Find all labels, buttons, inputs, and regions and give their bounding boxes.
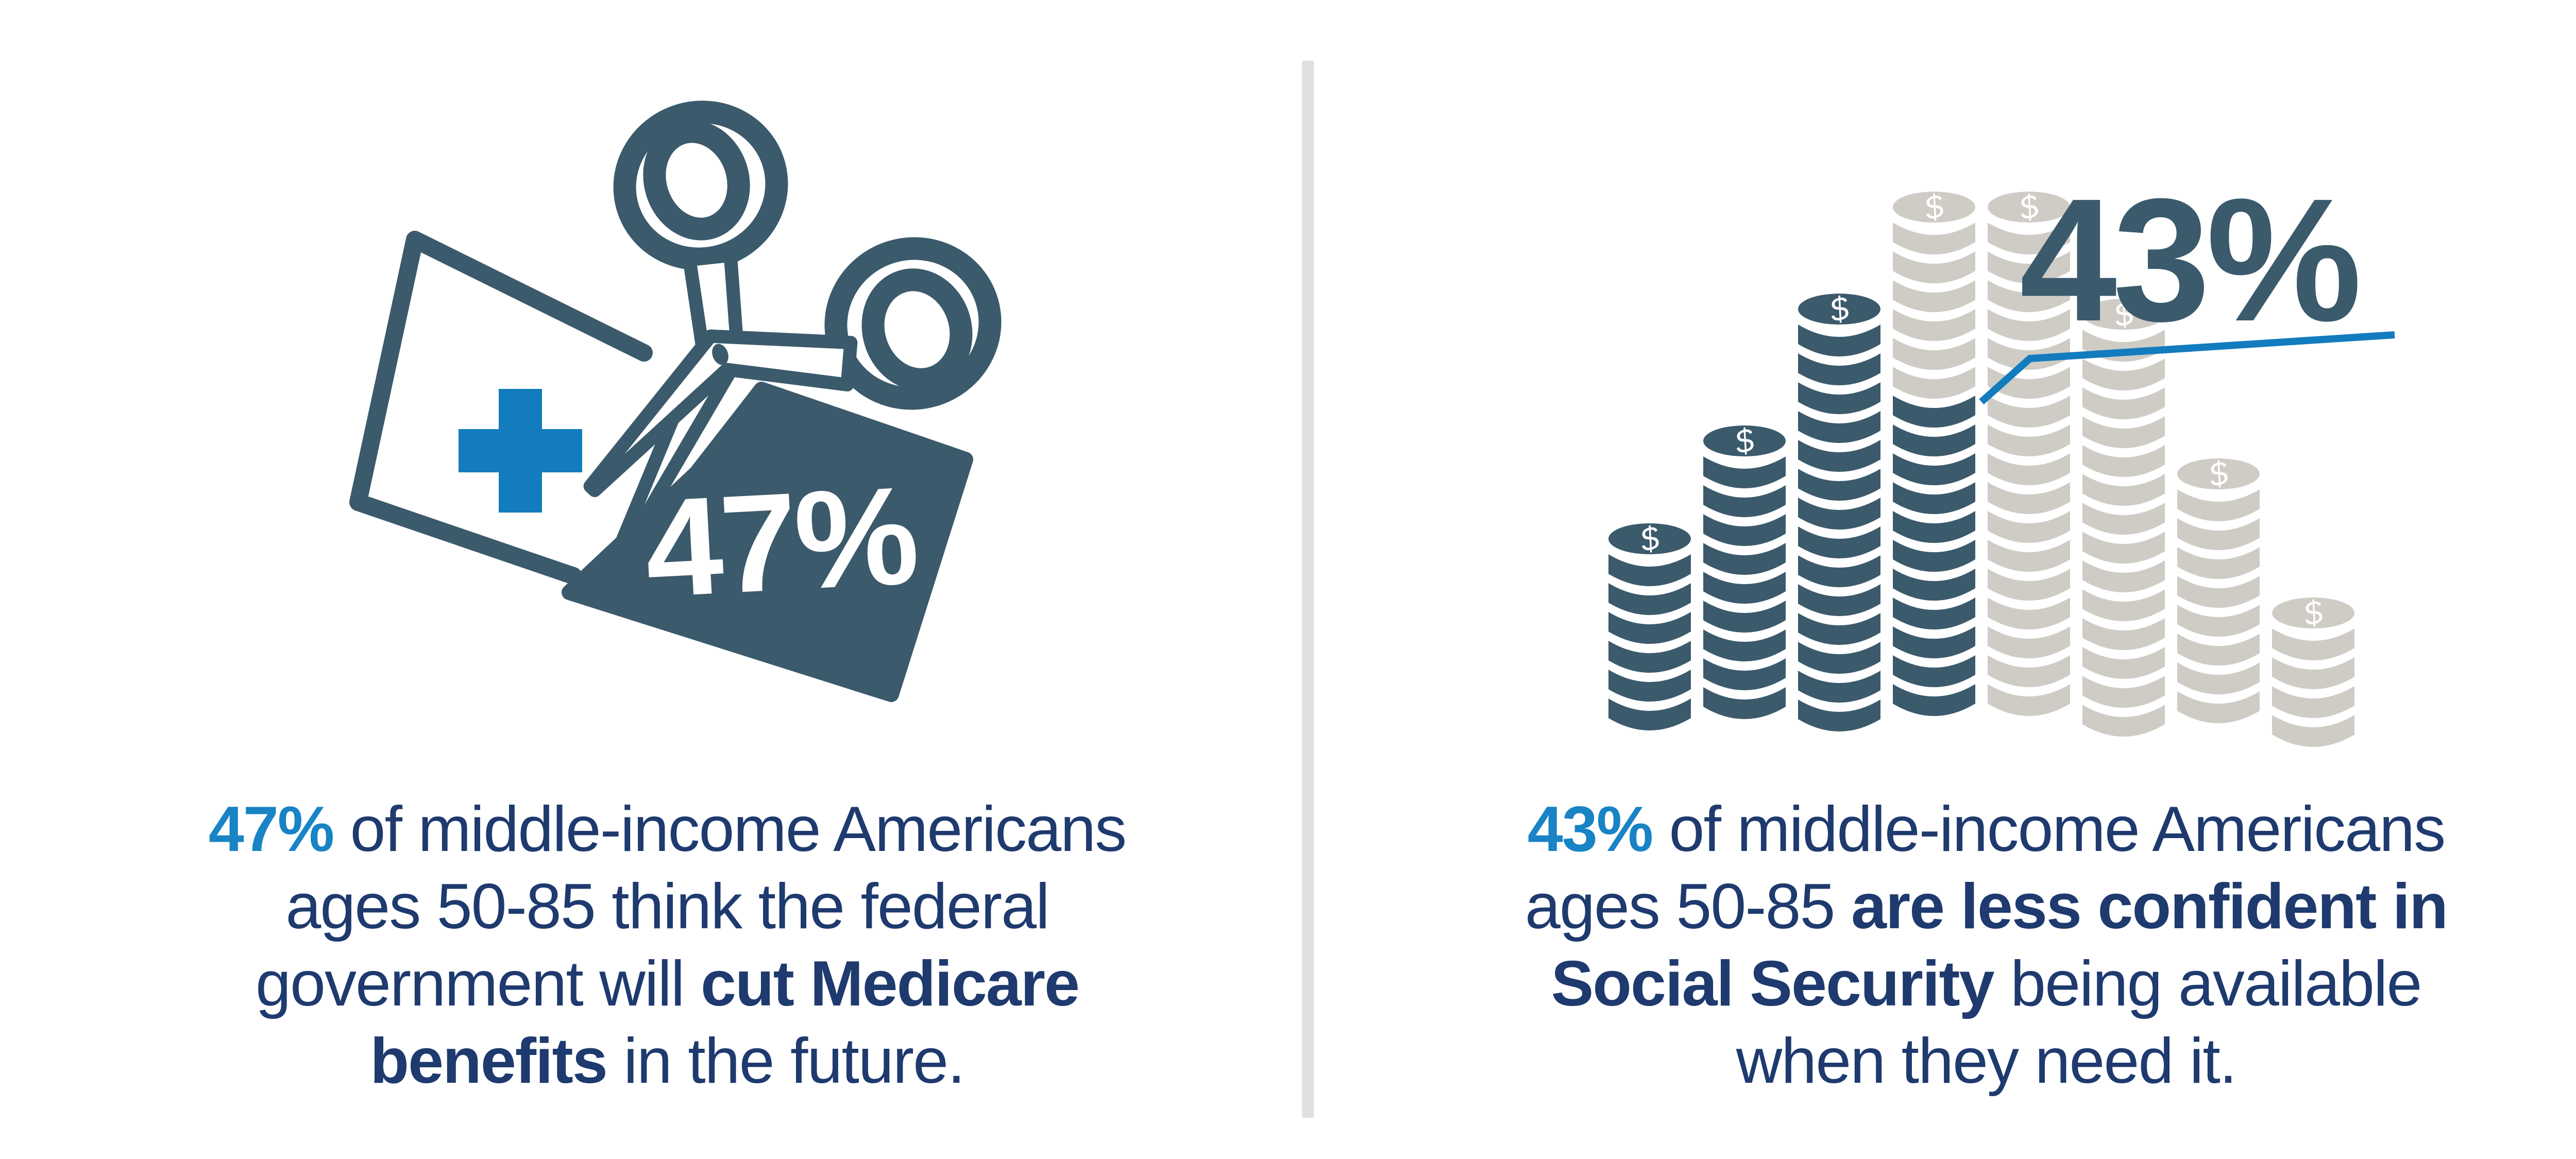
caption-line: 43% of middle-income Americans (1432, 791, 2540, 868)
threshold-percent-label: 43% (2020, 165, 2360, 358)
caption-line: benefits in the future. (113, 1022, 1221, 1100)
caption-segment: 43% (1527, 794, 1653, 865)
caption-segment: government will (256, 948, 701, 1019)
caption-segment: of middle-income Americans (333, 794, 1127, 865)
coin-stack: $ (1608, 518, 1691, 730)
right-caption: 43% of middle-income Americans ages 50-85… (1432, 791, 2540, 1100)
caption-line: ages 50-85 think the federal (113, 868, 1221, 945)
coin-top-face (1988, 192, 2070, 223)
caption-line: ages 50-85 are less confident in (1432, 868, 2540, 945)
medical-cross-icon (459, 389, 582, 513)
caption-segment: in the future. (606, 1026, 965, 1097)
coin-top-face (2272, 598, 2354, 628)
caption-line: government will cut Medicare (113, 945, 1221, 1022)
coin-stack: $ (1798, 288, 1880, 731)
coin-stack: $ (1893, 186, 1975, 716)
coin-stack: $ (1703, 420, 1786, 719)
coin-stacks-illustration: $$$$ $$$$43% (1608, 165, 2395, 747)
caption-segment: ages 50-85 think the federal (285, 871, 1049, 942)
caption-segment: 47% (208, 794, 334, 865)
caption-segment: benefits (370, 1026, 607, 1097)
scissors-icon (583, 100, 1002, 560)
caption-line: 47% of middle-income Americans (113, 791, 1221, 868)
cut-piece-percent-label: 47% (641, 458, 921, 627)
coin-top-face (1703, 425, 1786, 456)
coin-stack: $ (2177, 453, 2260, 723)
coin-stack: $ (2082, 294, 2165, 737)
left-caption: 47% of middle-income Americans ages 50-85… (113, 791, 1221, 1100)
coin-top-face (2177, 458, 2260, 489)
caption-segment: ages 50-85 (1525, 871, 1851, 942)
caption-segment: cut Medicare (700, 948, 1080, 1019)
caption-line: when they need it. (1432, 1022, 2540, 1100)
medicare-scissors-illustration: 47% (349, 100, 1002, 702)
caption-segment: being available (1993, 948, 2422, 1019)
coin-top-face (2082, 299, 2165, 330)
coin-top-face (1608, 523, 1691, 554)
panel-divider (1302, 61, 1314, 1118)
caption-segment: Social Security (1551, 948, 1995, 1019)
coin-stack: $ (1988, 186, 2070, 716)
caption-line: Social Security being available (1432, 945, 2540, 1022)
caption-segment: when they need it. (1736, 1026, 2237, 1097)
scissors-pivot (712, 344, 728, 365)
coin-top-face (1798, 294, 1880, 325)
cut-piece: 47% (562, 382, 973, 702)
medicare-card (349, 231, 653, 585)
caption-segment: are less confident in (1851, 871, 2448, 942)
coin-top-face (1893, 192, 1975, 223)
coin-stack: $ (2272, 592, 2354, 747)
caption-segment: of middle-income Americans (1652, 794, 2446, 865)
threshold-line (1979, 331, 2395, 405)
